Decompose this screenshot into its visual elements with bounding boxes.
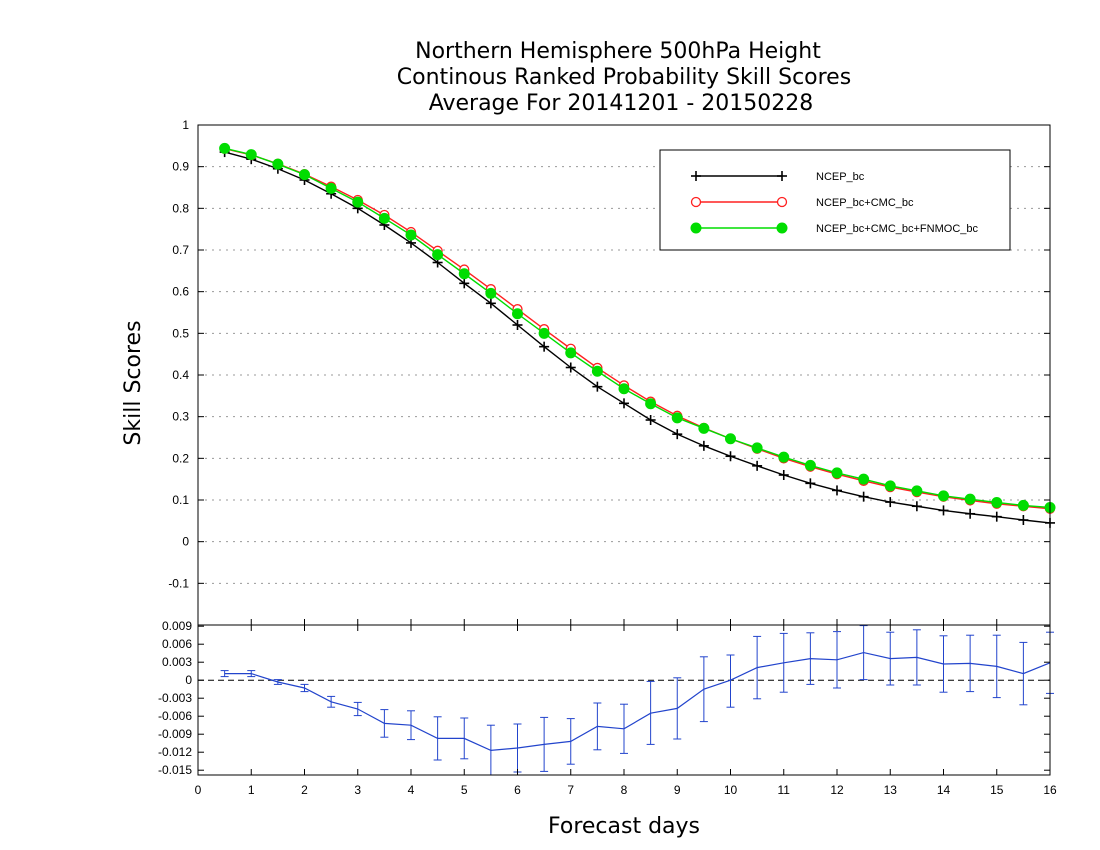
- top-y-tick-label: 0.5: [172, 326, 189, 340]
- x-tick-label: 6: [514, 783, 521, 797]
- series-point: [1017, 499, 1029, 511]
- top-y-tick-label: 0.7: [172, 243, 189, 257]
- bottom-y-tick-label: -0.006: [158, 709, 192, 723]
- chart-title: Northern Hemisphere 500hPa Height Contin…: [397, 39, 851, 116]
- skill-score-panel: -0.1 0 0.1 0.2 0.3 0.4 0.5 0.6 0.7 0.8 0.9 1 NCEP_b…: [168, 118, 1056, 626]
- x-tick-label: 0: [195, 783, 202, 797]
- chart-title-line-2: Continous Ranked Probability Skill Score…: [397, 65, 851, 90]
- top-y-tick-label: 0.3: [172, 410, 189, 424]
- series-point: [938, 490, 949, 502]
- top-y-tick-label: 1: [182, 118, 189, 132]
- series-point: [512, 308, 523, 320]
- series-point: [538, 327, 550, 339]
- series-point: [352, 196, 364, 208]
- x-axis: 0 1 2 3 4 5 6 7 8 9 10 11 12 13 14 15 16: [195, 619, 1057, 797]
- top-y-tick-label: 0: [182, 535, 189, 549]
- bottom-y-axis: -0.015 -0.012 -0.009 -0.006 -0.003 0 0.003 0.00…: [158, 619, 1050, 777]
- legend-marker: [690, 196, 702, 208]
- x-tick-label: 7: [567, 783, 574, 797]
- series-point: [831, 467, 843, 479]
- bottom-y-tick-label: -0.012: [158, 745, 192, 759]
- bottom-y-tick-label: 0: [185, 673, 192, 687]
- x-tick-label: 13: [884, 783, 898, 797]
- series-point: [378, 212, 390, 224]
- series-point: [432, 249, 444, 261]
- bottom-y-tick-label: -0.009: [158, 727, 192, 741]
- series-point: [458, 268, 470, 280]
- x-tick-label: 8: [621, 783, 628, 797]
- series-point: [804, 459, 816, 471]
- x-tick-label: 12: [830, 783, 844, 797]
- top-y-tick-label: 0.1: [172, 493, 189, 507]
- skill-score-series: [219, 142, 1056, 528]
- x-tick-label: 14: [937, 783, 951, 797]
- bottom-y-tick-label: 0.009: [162, 619, 192, 633]
- legend-label: NCEP_bc: [816, 171, 865, 183]
- top-y-tick-label: 0.9: [172, 160, 189, 174]
- series-2: [219, 142, 1056, 513]
- series-point: [725, 433, 736, 445]
- series-point: [245, 149, 257, 161]
- series-point: [325, 182, 337, 194]
- series-point: [698, 422, 710, 434]
- legend-marker: [776, 222, 788, 234]
- x-tick-label: 5: [461, 783, 468, 797]
- series-point: [858, 473, 870, 485]
- x-tick-label: 2: [301, 783, 308, 797]
- series-point: [778, 451, 790, 463]
- legend-marker: [776, 196, 788, 208]
- legend-box: [659, 149, 1011, 251]
- series-point: [671, 412, 683, 424]
- difference-line: [224, 651, 1051, 752]
- y-axis-title: Skill Scores: [121, 320, 146, 445]
- series-point: [645, 398, 657, 410]
- legend-marker: [690, 222, 702, 234]
- bottom-y-tick-label: 0.006: [162, 637, 192, 651]
- top-y-tick-label: 0.4: [172, 368, 189, 382]
- legend-label: NCEP_bc+CMC_bc+FNMOC_bc: [816, 223, 978, 235]
- x-tick-label: 11: [778, 783, 791, 797]
- series-point: [272, 158, 284, 170]
- top-y-tick-label: 0.2: [172, 451, 189, 465]
- difference-series-0: [220, 625, 1054, 776]
- series-point: [618, 383, 630, 395]
- chart-title-line-1: Northern Hemisphere 500hPa Height: [415, 39, 821, 64]
- series-point: [405, 229, 417, 241]
- x-tick-label: 3: [354, 783, 361, 797]
- x-tick-label: 16: [1043, 783, 1057, 797]
- series-point: [911, 485, 923, 497]
- x-tick-label: 15: [990, 783, 1004, 797]
- x-tick-label: 10: [724, 783, 738, 797]
- series-point: [299, 169, 310, 181]
- bottom-y-tick-label: -0.015: [158, 763, 192, 777]
- chart-title-line-3: Average For 20141201 - 20150228: [429, 91, 814, 116]
- series-point: [485, 287, 497, 299]
- series-point: [751, 442, 763, 454]
- top-y-tick-label: -0.1: [168, 576, 189, 590]
- x-axis-title: Forecast days: [548, 814, 700, 839]
- top-y-axis: -0.1 0 0.1 0.2 0.3 0.4 0.5 0.6 0.7 0.8 0.9 1: [168, 118, 1050, 590]
- series-point: [591, 365, 603, 377]
- x-tick-label: 1: [248, 783, 255, 797]
- difference-series: [220, 625, 1054, 776]
- series-point: [964, 493, 976, 505]
- series-point: [565, 347, 577, 359]
- series-point: [991, 497, 1003, 508]
- legend-label: NCEP_bc+CMC_bc: [816, 197, 914, 209]
- legend: NCEP_bc NCEP_bc+CMC_bc NCEP_bc+CMC_bc+FNMO…: [659, 149, 1011, 251]
- difference-panel: -0.015 -0.012 -0.009 -0.006 -0.003 0 0.003 0.00…: [158, 619, 1054, 777]
- x-tick-label: 4: [408, 783, 415, 797]
- series-point: [884, 480, 896, 492]
- top-y-tick-label: 0.8: [172, 201, 189, 215]
- bottom-y-tick-label: 0.003: [162, 655, 192, 669]
- x-tick-label: 9: [674, 783, 681, 797]
- series-point: [219, 142, 231, 154]
- bottom-y-tick-label: -0.003: [158, 691, 192, 705]
- top-y-tick-label: 0.6: [172, 285, 189, 299]
- top-grid: [198, 166, 1050, 584]
